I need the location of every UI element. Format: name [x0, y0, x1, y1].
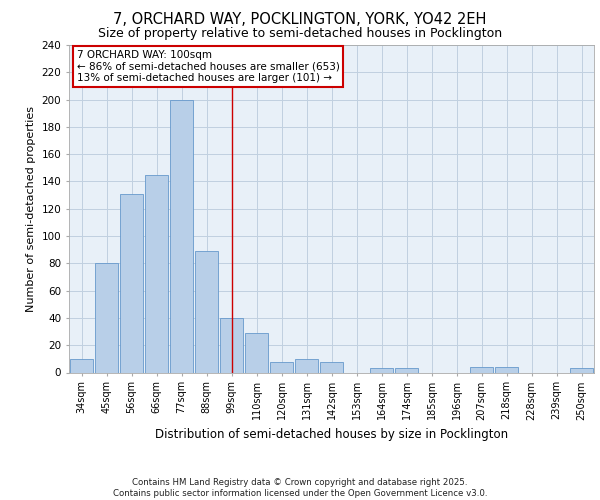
Bar — [245, 333, 268, 372]
Text: Size of property relative to semi-detached houses in Pocklington: Size of property relative to semi-detach… — [98, 28, 502, 40]
Bar — [295, 359, 319, 372]
Y-axis label: Number of semi-detached properties: Number of semi-detached properties — [26, 106, 36, 312]
Bar — [194, 251, 218, 372]
Bar — [220, 318, 244, 372]
X-axis label: Distribution of semi-detached houses by size in Pocklington: Distribution of semi-detached houses by … — [155, 428, 508, 441]
Bar — [395, 368, 418, 372]
Bar — [370, 368, 394, 372]
Text: 7 ORCHARD WAY: 100sqm
← 86% of semi-detached houses are smaller (653)
13% of sem: 7 ORCHARD WAY: 100sqm ← 86% of semi-deta… — [77, 50, 340, 83]
Bar — [119, 194, 143, 372]
Bar — [95, 264, 118, 372]
Bar — [70, 359, 94, 372]
Bar — [145, 174, 169, 372]
Bar — [494, 367, 518, 372]
Bar — [269, 362, 293, 372]
Bar — [569, 368, 593, 372]
Text: Contains HM Land Registry data © Crown copyright and database right 2025.
Contai: Contains HM Land Registry data © Crown c… — [113, 478, 487, 498]
Bar — [170, 100, 193, 372]
Bar — [320, 362, 343, 372]
Text: 7, ORCHARD WAY, POCKLINGTON, YORK, YO42 2EH: 7, ORCHARD WAY, POCKLINGTON, YORK, YO42 … — [113, 12, 487, 28]
Bar — [470, 367, 493, 372]
